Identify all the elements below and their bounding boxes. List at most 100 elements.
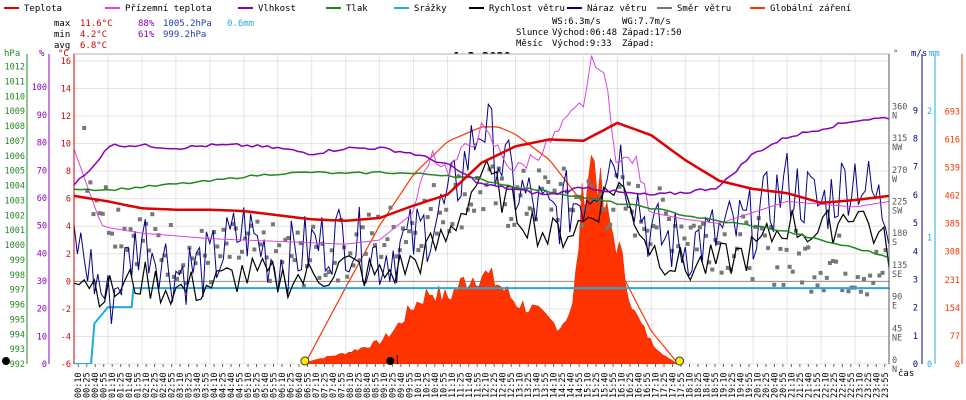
wind-direction-dot xyxy=(731,254,736,259)
plot-area xyxy=(74,55,889,364)
pressure-tick-label: 1005 xyxy=(5,167,25,177)
wind-direction-dot xyxy=(611,207,616,212)
radiation-tick-label: 154 xyxy=(945,304,960,314)
x-tick-label: 15:10 xyxy=(584,372,594,398)
wind-direction-dot xyxy=(277,243,282,248)
x-tick-label: 18:10 xyxy=(686,372,696,398)
wind-direction-dot xyxy=(527,206,532,211)
wind-direction-dot xyxy=(861,277,866,282)
x-tick-label: 14:55 xyxy=(575,372,585,398)
x-tick-label: 13:10 xyxy=(516,372,526,398)
wind-direction-dot xyxy=(540,186,545,191)
wind-direction-dot xyxy=(673,223,678,228)
temperature-tick-label: -4 xyxy=(61,332,71,342)
moon-label: Měsíc xyxy=(516,39,543,49)
x-tick-label: 12:10 xyxy=(482,372,492,398)
x-tick-label: 17:55 xyxy=(677,372,687,398)
wind-direction-dot xyxy=(691,223,696,228)
wind-direction-dot xyxy=(335,278,340,283)
direction-unit: ° xyxy=(893,49,898,59)
legend-label: Náraz větru xyxy=(587,4,647,14)
wind-direction-dot xyxy=(85,188,90,193)
wind-direction-dot xyxy=(586,179,591,184)
stat-label: min xyxy=(54,30,70,40)
wind-direction-dot xyxy=(602,207,607,212)
wind-direction-dot xyxy=(323,273,328,278)
wind-direction-dot xyxy=(373,243,378,248)
wind-direction-dot xyxy=(855,275,860,280)
temperature-tick-label: 8 xyxy=(66,167,71,177)
x-tick-label: 03:40 xyxy=(193,372,203,398)
x-tick-label: 20:55 xyxy=(779,372,789,398)
wind-direction-dot xyxy=(329,248,334,253)
pressure-unit: hPa xyxy=(4,49,20,59)
wind-direction-dot xyxy=(311,224,316,229)
x-tick-label: 21:10 xyxy=(787,372,797,398)
wind-direction-dot xyxy=(246,231,251,236)
legend-label: Srážky xyxy=(414,4,447,14)
wind-direction-dot xyxy=(660,197,665,202)
wind-direction-dot xyxy=(110,231,115,236)
direction-compass-label: N xyxy=(892,111,897,121)
x-tick-label: 17:25 xyxy=(660,372,670,398)
humidity-tick-label: 40 xyxy=(37,249,47,259)
wind-direction-dot xyxy=(790,269,795,274)
temperature-tick-label: 10 xyxy=(61,140,71,150)
wind-direction-dot xyxy=(425,215,430,220)
wind-direction-dot xyxy=(181,263,186,268)
wind-direction-dot xyxy=(301,283,306,288)
sunrise-time: Východ:06:48 xyxy=(552,28,617,38)
wind-direction-dot xyxy=(193,261,198,266)
wind-direction-dot xyxy=(270,222,275,227)
wind-direction-dot xyxy=(187,245,192,250)
pressure-tick-label: 994 xyxy=(10,330,25,340)
x-tick-label: 00:25 xyxy=(83,372,93,398)
wind-direction-dot xyxy=(642,227,647,232)
wind-direction-dot xyxy=(400,226,405,231)
wind-direction-dot xyxy=(209,280,214,285)
x-tick-label: 01:10 xyxy=(108,372,118,398)
wind-direction-dot xyxy=(537,168,542,173)
wind-direction-dot xyxy=(283,237,288,242)
wind-direction-dot xyxy=(589,184,594,189)
pressure-tick-label: 993 xyxy=(10,345,25,355)
x-tick-label: 22:40 xyxy=(838,372,848,398)
series-wind-speed xyxy=(74,158,889,309)
x-tick-label: 23:40 xyxy=(872,372,882,398)
wind-direction-dot xyxy=(651,224,656,229)
wind-direction-dot xyxy=(741,214,746,219)
wind-direction-dot xyxy=(632,233,637,238)
wind-direction-dot xyxy=(571,208,576,213)
x-tick-label: 12:40 xyxy=(499,372,509,398)
x-tick-label: 18:25 xyxy=(694,372,704,398)
x-tick-label: 01:25 xyxy=(117,372,127,398)
wind-tick-label: 9 xyxy=(913,106,918,116)
wind-direction-dot xyxy=(416,248,421,253)
x-tick-label: 11:40 xyxy=(465,372,475,398)
humidity-tick-label: 50 xyxy=(37,222,47,232)
x-tick-label: 21:25 xyxy=(796,372,806,398)
x-tick-label: 05:55 xyxy=(270,372,280,398)
wind-direction-dot xyxy=(357,258,362,263)
x-tick-label: 11:55 xyxy=(473,372,483,398)
wind-tick-label: 6 xyxy=(913,191,918,201)
x-tick-label: 09:40 xyxy=(397,372,407,398)
x-tick-label: 08:40 xyxy=(363,372,373,398)
x-tick-label: 10:55 xyxy=(439,372,449,398)
wind-direction-dot xyxy=(719,270,724,275)
x-tick-label: 00:10 xyxy=(74,372,84,398)
wind-direction-dot xyxy=(363,251,368,256)
direction-compass-label: NW xyxy=(892,143,903,153)
wind-direction-dot xyxy=(806,245,811,250)
humidity-tick-label: 90 xyxy=(37,111,47,121)
wind-direction-dot xyxy=(744,220,749,225)
wind-direction-dot xyxy=(840,288,845,293)
wind-direction-dot xyxy=(385,237,390,242)
wind-direction-dot xyxy=(472,208,477,213)
series-pressure xyxy=(74,170,889,259)
wind-direction-dot xyxy=(134,262,139,267)
wind-direction-dot xyxy=(815,283,820,288)
series-clear-sky xyxy=(304,126,679,364)
x-tick-label: 05:10 xyxy=(244,372,254,398)
wind-direction-dot xyxy=(314,244,319,249)
